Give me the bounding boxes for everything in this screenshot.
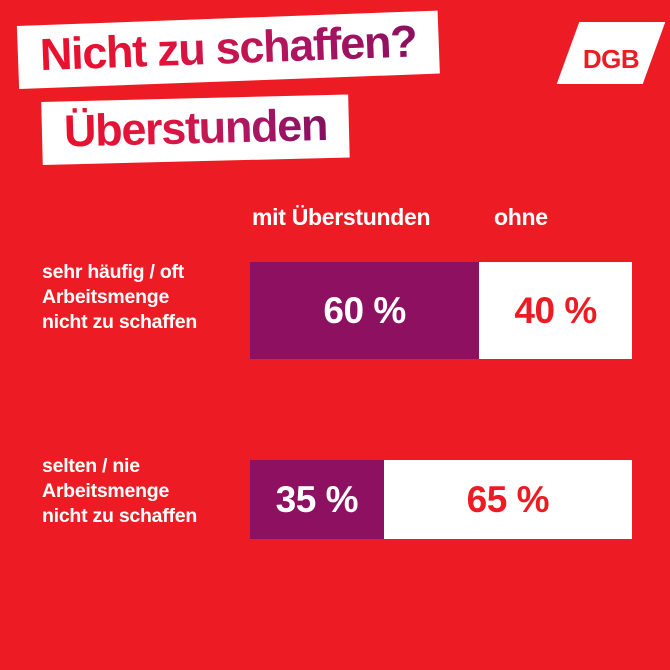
bar-segment-with-overtime: 35 % <box>250 460 384 539</box>
row-label-line-3: nicht zu schaffen <box>42 504 198 527</box>
stacked-bar: 60 % 40 % <box>250 262 632 359</box>
row-label-line-1: sehr häufig / oft <box>42 261 184 283</box>
stacked-bar: 35 % 65 % <box>250 460 632 539</box>
row-label-line-1: selten / nie <box>42 455 140 477</box>
chart-row: sehr häufig / oft Arbeitsmenge nicht zu … <box>0 260 670 359</box>
bar-segment-without-overtime: 40 % <box>479 262 632 359</box>
chart-legend: mit Überstunden ohne <box>250 204 640 236</box>
bar-segment-without-overtime: 65 % <box>383 460 632 539</box>
row-label-line-2: Arbeitsmenge <box>42 479 170 502</box>
row-label-line-2: Arbeitsmenge <box>42 285 170 308</box>
row-category-label: selten / nie Arbeitsmenge nicht zu schaf… <box>42 454 242 529</box>
title-banner-line-1: Nicht zu schaffen? <box>16 10 440 89</box>
page-title-line-1: Nicht zu schaffen? <box>38 15 418 81</box>
page-title-line-2: Überstunden <box>63 99 328 157</box>
legend-label-with-overtime: mit Überstunden <box>252 204 431 230</box>
title-block: Nicht zu schaffen? Überstunden <box>0 10 520 165</box>
title-banner-line-2: Überstunden <box>41 94 350 165</box>
legend-label-without-overtime: ohne <box>494 204 548 230</box>
bar-segment-with-overtime: 60 % <box>250 262 480 359</box>
row-label-line-3: nicht zu schaffen <box>42 310 198 333</box>
dgb-logo: DGB <box>556 22 666 84</box>
chart-row: selten / nie Arbeitsmenge nicht zu schaf… <box>0 455 670 539</box>
logo-text: DGB <box>582 43 640 74</box>
row-category-label: sehr häufig / oft Arbeitsmenge nicht zu … <box>42 260 242 335</box>
